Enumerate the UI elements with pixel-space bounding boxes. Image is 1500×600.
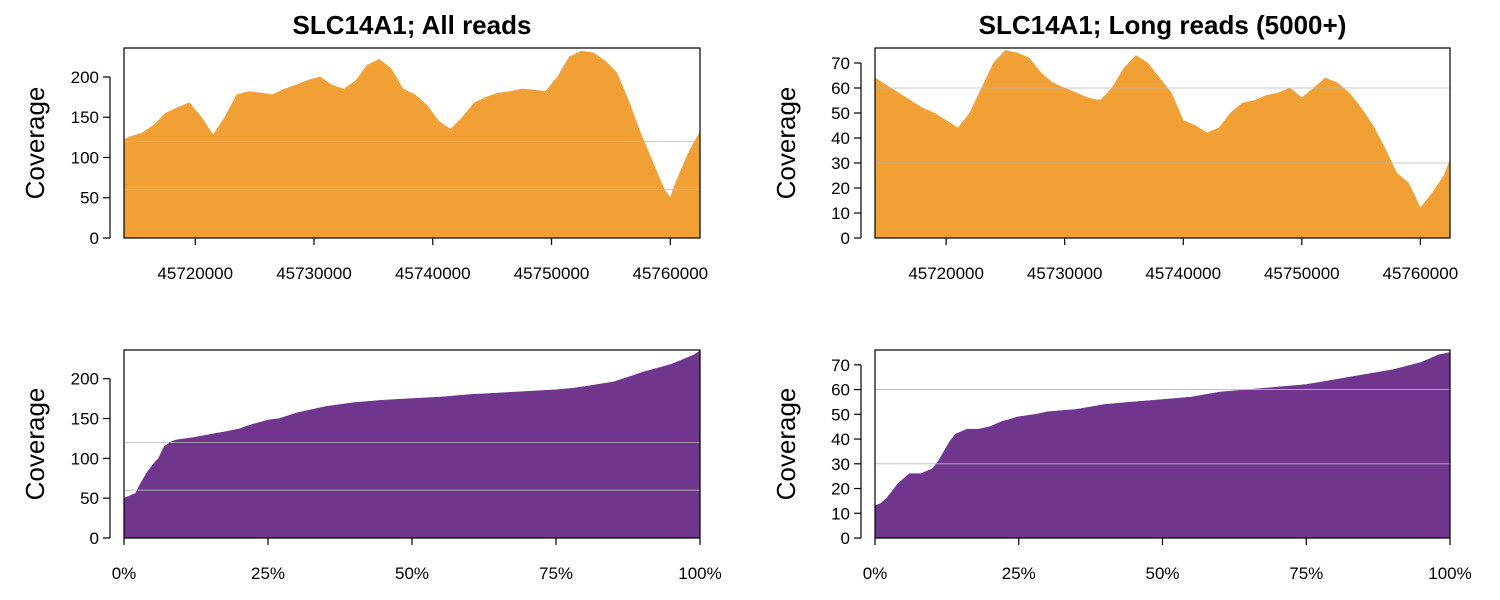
panel-top-left: 0 50 100 150 200 45720000 45730000 45740000 4575… xyxy=(20,10,708,283)
x-tick-label: 45720000 xyxy=(908,264,984,283)
y-tick-label: 50 xyxy=(831,104,850,123)
plot-frame xyxy=(123,47,701,239)
x-tick-label: 25% xyxy=(251,564,285,583)
y-tick-label: 40 xyxy=(831,430,850,449)
x-tick-label: 0% xyxy=(112,564,137,583)
x-tick-label: 0% xyxy=(863,564,888,583)
y-tick-label: 70 xyxy=(831,356,850,375)
x-tick-label: 100% xyxy=(678,564,721,583)
y-tick-label: 30 xyxy=(831,455,850,474)
x-tick-label: 45730000 xyxy=(276,264,352,283)
y-tick-label: 10 xyxy=(831,204,850,223)
x-tick-label: 25% xyxy=(1002,564,1036,583)
y-tick-label: 0 xyxy=(841,529,850,548)
y-axis-label: Coverage xyxy=(20,388,50,501)
x-tick-label: 100% xyxy=(1428,564,1471,583)
y-tick-label: 50 xyxy=(831,405,850,424)
x-tick-label: 75% xyxy=(1289,564,1323,583)
x-tick-label: 50% xyxy=(395,564,429,583)
panel-top-right: 0 10 20 30 40 50 60 70 45720000 45730000 45740000 4… xyxy=(771,10,1458,283)
y-axis-label: Coverage xyxy=(771,388,801,501)
y-tick-label: 20 xyxy=(831,179,850,198)
coverage-area-series xyxy=(874,352,1451,539)
chart-title: SLC14A1; Long reads (5000+) xyxy=(979,10,1347,40)
y-tick-label: 60 xyxy=(831,381,850,400)
y-tick-label: 60 xyxy=(831,79,850,98)
y-tick-label: 200 xyxy=(71,68,99,87)
y-tick-label: 30 xyxy=(831,154,850,173)
plot-frame xyxy=(874,47,1451,239)
coverage-area-series xyxy=(123,50,701,239)
y-tick-label: 150 xyxy=(71,410,99,429)
chart-title: SLC14A1; All reads xyxy=(293,10,532,40)
y-tick-label: 20 xyxy=(831,480,850,499)
y-tick-label: 50 xyxy=(80,189,99,208)
coverage-area-series xyxy=(874,50,1451,239)
y-tick-label: 10 xyxy=(831,504,850,523)
y-tick-label: 70 xyxy=(831,54,850,73)
x-tick-label: 45720000 xyxy=(157,264,233,283)
panel-bottom-right: 0 10 20 30 40 50 60 70 0% 25% 50% 75% 100% Coverage xyxy=(771,349,1472,583)
x-tick-label: 50% xyxy=(1145,564,1179,583)
x-tick-label: 45760000 xyxy=(1383,264,1459,283)
coverage-area-series xyxy=(123,350,701,539)
y-tick-label: 0 xyxy=(90,529,99,548)
x-tick-label: 45750000 xyxy=(1264,264,1340,283)
y-tick-label: 100 xyxy=(71,148,99,167)
x-tick-label: 45730000 xyxy=(1027,264,1103,283)
y-tick-label: 40 xyxy=(831,129,850,148)
panel-bottom-left: 0 50 100 150 200 0% 25% 50% 75% 100% Coverage xyxy=(20,349,722,583)
x-tick-label: 45750000 xyxy=(514,264,590,283)
x-tick-label: 45740000 xyxy=(395,264,471,283)
x-tick-label: 75% xyxy=(539,564,573,583)
y-tick-label: 150 xyxy=(71,108,99,127)
y-tick-label: 50 xyxy=(80,489,99,508)
x-tick-label: 45740000 xyxy=(1145,264,1221,283)
y-tick-label: 0 xyxy=(841,229,850,248)
y-axis-label: Coverage xyxy=(771,87,801,200)
x-tick-label: 45760000 xyxy=(632,264,708,283)
y-tick-label: 0 xyxy=(90,229,99,248)
y-tick-label: 100 xyxy=(71,449,99,468)
y-tick-label: 200 xyxy=(71,370,99,389)
y-axis-label: Coverage xyxy=(20,87,50,200)
